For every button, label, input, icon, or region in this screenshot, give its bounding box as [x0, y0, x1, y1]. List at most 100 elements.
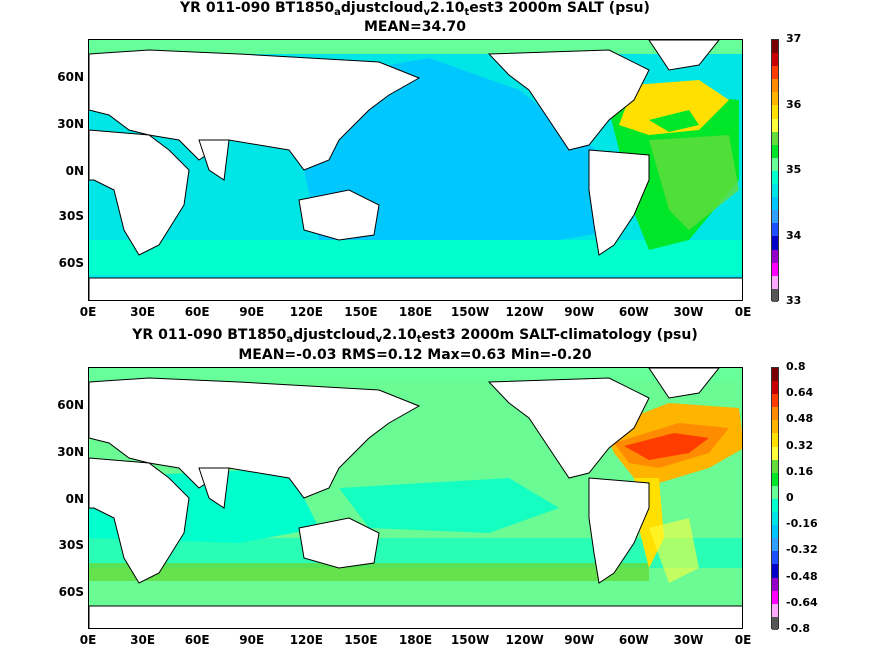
colorbar-swatch: [772, 249, 778, 263]
lon-label: 120W: [505, 305, 544, 319]
colorbar-swatch: [772, 577, 778, 591]
lat-label-60n: 60N: [57, 70, 84, 84]
colorbar-label: 0.8: [786, 360, 806, 373]
panel1-stats: MEAN=34.70: [363, 19, 467, 35]
lat-label-60n: 60N: [57, 398, 84, 412]
colorbar-swatch: [772, 459, 778, 473]
lon-label: 150W: [450, 305, 490, 319]
colorbar-swatch: [772, 92, 778, 106]
lon-label: 120E: [289, 633, 323, 647]
colorbar-swatch: [772, 485, 778, 499]
colorbar-swatch: [772, 603, 778, 617]
colorbar-label: 0.32: [786, 438, 814, 452]
colorbar-swatch: [772, 144, 778, 158]
colorbar-swatch: [772, 157, 778, 171]
colorbar-label: 36: [786, 97, 802, 111]
panel2-stats: MEAN=-0.03 RMS=0.12 Max=0.63 Min=-0.20: [238, 347, 592, 363]
colorbar-swatch: [772, 381, 778, 395]
colorbar-swatch: [772, 118, 778, 132]
panel2-colorbar: [771, 367, 779, 630]
colorbar-label: -0.48: [786, 569, 818, 583]
lon-label: 30E: [130, 305, 156, 319]
colorbar-swatch: [772, 590, 778, 604]
colorbar-swatch: [772, 433, 778, 447]
lat-label-0n: 0N: [65, 492, 84, 506]
lon-label: 150E: [344, 633, 378, 647]
colorbar-swatch: [772, 170, 778, 185]
lon-label: 0E: [734, 305, 752, 319]
lon-label: 30E: [130, 633, 156, 647]
colorbar-label: -0.64: [786, 595, 818, 609]
colorbar-swatch: [772, 472, 778, 486]
colorbar-label: 34: [786, 228, 802, 242]
lon-label: 180E: [398, 305, 433, 319]
colorbar-swatch: [772, 131, 778, 145]
colorbar-swatch: [772, 210, 778, 224]
panel2-map: [88, 367, 743, 629]
lon-label: 90W: [564, 305, 595, 319]
colorbar-swatch: [772, 446, 778, 460]
colorbar-swatch: [772, 40, 778, 54]
lon-label: 0E: [79, 305, 97, 319]
colorbar-swatch: [772, 79, 778, 93]
lon-label: 120W: [505, 633, 544, 647]
lat-label-60s: 60S: [58, 585, 84, 599]
lon-label: 90W: [564, 633, 595, 647]
colorbar-label: 37: [786, 32, 802, 45]
colorbar-swatch: [772, 420, 778, 434]
lon-label: 30W: [673, 633, 704, 647]
colorbar-swatch: [772, 525, 778, 539]
lon-label: 180E: [398, 633, 433, 647]
colorbar-swatch: [772, 275, 778, 289]
colorbar-swatch: [772, 105, 778, 119]
colorbar-label: 35: [786, 163, 802, 176]
lon-label: 0E: [734, 633, 752, 647]
panel1-colorbar: [771, 39, 779, 302]
colorbar-label: 0.16: [786, 464, 814, 478]
lat-label-0n: 0N: [65, 164, 84, 178]
lon-label: 0E: [79, 633, 97, 647]
lon-label: 60E: [184, 305, 210, 319]
lon-label: 60E: [184, 633, 210, 647]
colorbar-swatch: [772, 53, 778, 67]
panel1-map: [88, 39, 743, 301]
panel2-title: YR 011-090 BT1850adjustcloudv2.10test3 2…: [132, 327, 698, 345]
lat-label-30n: 30N: [57, 445, 84, 459]
colorbar-swatch: [772, 512, 778, 526]
colorbar-swatch: [772, 394, 778, 408]
lat-label-30n: 30N: [57, 117, 84, 131]
colorbar-swatch: [772, 407, 778, 421]
panel1-title: YR 011-090 BT1850adjustcloudv2.10test3 2…: [180, 0, 650, 18]
lat-label-30s: 30S: [58, 209, 84, 223]
lon-label: 150W: [450, 633, 490, 647]
lon-label: 30W: [673, 305, 704, 319]
colorbar-swatch: [772, 66, 778, 80]
colorbar-swatch: [772, 498, 778, 513]
colorbar-swatch: [772, 551, 778, 565]
colorbar-label: 33: [786, 294, 802, 307]
colorbar-swatch: [772, 262, 778, 276]
lon-label: 120E: [289, 305, 323, 319]
colorbar-label: 0: [786, 491, 794, 504]
colorbar-label: -0.16: [786, 517, 818, 531]
colorbar-swatch: [772, 236, 778, 250]
lon-label: 60W: [618, 633, 649, 647]
colorbar-label: 0.64: [786, 386, 814, 400]
colorbar-label: -0.8: [786, 622, 811, 635]
lon-label: 90E: [239, 305, 265, 319]
lat-label-60s: 60S: [58, 256, 84, 270]
colorbar-swatch: [772, 368, 778, 382]
lon-label: 90E: [239, 633, 265, 647]
lon-label: 60W: [618, 305, 649, 319]
colorbar-swatch: [772, 223, 778, 237]
colorbar-swatch: [772, 197, 778, 211]
lon-label: 150E: [344, 305, 378, 319]
colorbar-label: 0.48: [786, 412, 814, 426]
colorbar-swatch: [772, 616, 778, 630]
lat-label-30s: 30S: [58, 538, 84, 552]
colorbar-swatch: [772, 288, 778, 302]
colorbar-swatch: [772, 564, 778, 578]
colorbar-swatch: [772, 184, 778, 198]
colorbar-label: -0.32: [786, 543, 818, 557]
colorbar-swatch: [772, 538, 778, 552]
